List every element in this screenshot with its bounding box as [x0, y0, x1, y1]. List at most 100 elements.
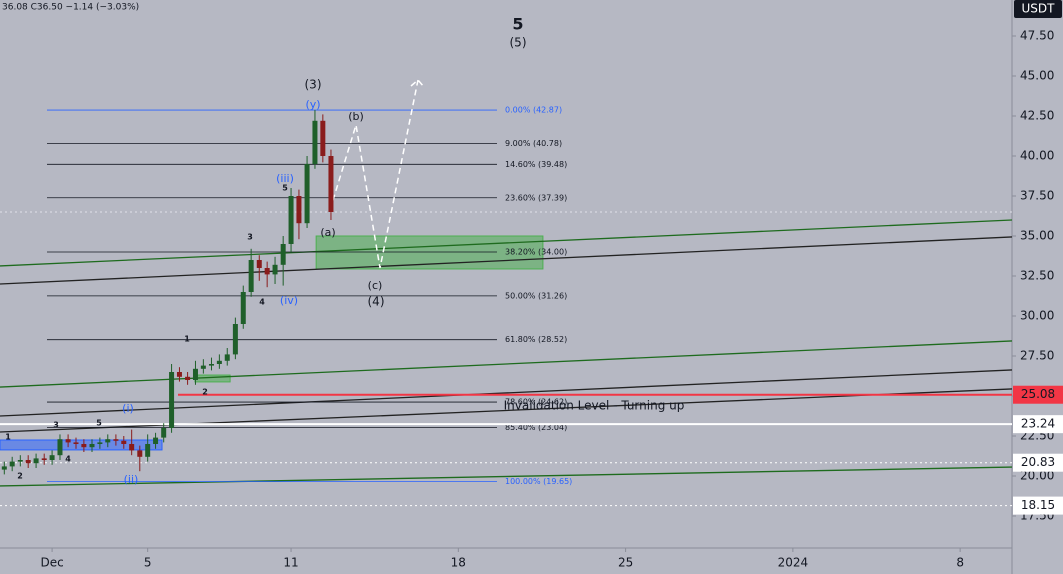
- y-tick-label: 42.50: [1020, 109, 1054, 123]
- candle-body: [1, 466, 7, 470]
- candle-body: [272, 264, 278, 275]
- candle-body: [89, 444, 95, 448]
- candle-body: [232, 324, 238, 355]
- y-tick-label: 32.50: [1020, 269, 1054, 283]
- fib-label: 0.00% (42.87): [505, 106, 562, 115]
- candle-body: [105, 439, 111, 443]
- candle-body: [296, 196, 302, 224]
- price-badge-label: 23.24: [1021, 417, 1055, 431]
- candle-body: [33, 458, 39, 464]
- currency: USDT: [1022, 2, 1056, 16]
- candle-body: [208, 364, 214, 366]
- x-tick-label: 11: [283, 556, 298, 570]
- price-badge-label: 25.08: [1021, 387, 1055, 401]
- zone: [0, 439, 163, 451]
- currency-badge: [1014, 0, 1062, 18]
- wave-label: 1: [5, 433, 11, 442]
- candle-body: [145, 444, 151, 457]
- candle-body: [264, 268, 270, 275]
- candle-body: [320, 120, 326, 156]
- candle-body: [280, 244, 286, 265]
- price-badge: [1013, 496, 1063, 515]
- candle-body: [129, 444, 135, 451]
- fib-label: 61.80% (28.52): [505, 335, 567, 344]
- wave-label: 2: [202, 388, 208, 397]
- wave-label: 3: [53, 421, 59, 430]
- candle-body: [9, 461, 15, 467]
- trend-line: [0, 340, 1013, 388]
- wave-label: (y): [305, 98, 320, 111]
- candle-body: [97, 442, 103, 444]
- x-tick-label: 5: [144, 556, 152, 570]
- price-badge-label: 20.83: [1021, 455, 1055, 469]
- wave-label: (c): [368, 279, 383, 292]
- symbol-info: 36.08 C36.50 −1.14 (−3.03%): [2, 3, 139, 13]
- candle-body: [224, 354, 230, 361]
- y-tick-label: 45.00: [1020, 69, 1054, 83]
- price-badge: [1013, 385, 1063, 404]
- fib-label: 78.60% (24.62): [505, 398, 567, 407]
- fib-label: 50.00% (31.26): [505, 291, 567, 300]
- y-tick-label: 20.00: [1020, 469, 1054, 483]
- wave-label: Invalidation Level - Turning up: [504, 399, 685, 413]
- x-tick-label: 18: [451, 556, 466, 570]
- wave-label: (3): [305, 78, 322, 92]
- x-tick-label: 8: [956, 556, 964, 570]
- x-tick-label: Dec: [40, 556, 63, 570]
- candle-body: [216, 360, 222, 364]
- wave-label: 2: [17, 472, 23, 481]
- price-axis-bg: [1012, 0, 1063, 574]
- candle-body: [312, 120, 318, 164]
- wave-label: 1: [184, 335, 190, 344]
- candle-body: [176, 372, 182, 377]
- x-tick-label: 2024: [778, 556, 809, 570]
- wave-label: (ii): [124, 473, 139, 486]
- candle-body: [256, 260, 262, 268]
- candle-body: [73, 442, 79, 444]
- candle-body: [185, 376, 191, 380]
- price-badge: [1013, 415, 1063, 434]
- x-tick-label: 25: [618, 556, 633, 570]
- fib-label: 85.40% (23.04): [505, 423, 567, 432]
- wave-label: (iii): [276, 172, 294, 185]
- price-badge: [1013, 453, 1063, 472]
- trend-line: [0, 219, 1013, 267]
- wave-label: 4: [259, 298, 265, 307]
- candle-body: [137, 450, 143, 457]
- fib-label: 100.00% (19.65): [505, 477, 572, 486]
- y-tick-label: 37.50: [1020, 189, 1054, 203]
- candle-body: [57, 439, 63, 456]
- wave-label: 5: [282, 184, 288, 193]
- wave-label: (i): [122, 402, 134, 415]
- trend-line: [0, 369, 1013, 417]
- candle-body: [17, 460, 23, 462]
- candle-body: [113, 439, 119, 441]
- y-tick-label: 35.00: [1020, 229, 1054, 243]
- fib-label: 23.60% (37.39): [505, 193, 567, 202]
- candle-body: [248, 260, 254, 292]
- fib-label: 14.60% (39.48): [505, 160, 567, 169]
- price-badge-label: 18.15: [1021, 498, 1055, 512]
- wave-label: 3: [247, 233, 253, 242]
- wave-label: 5: [96, 419, 102, 428]
- y-tick-label: 40.00: [1020, 149, 1054, 163]
- fib-label: 38.20% (34.00): [505, 248, 567, 257]
- wave-label: (b): [348, 110, 364, 123]
- candle-body: [49, 455, 55, 460]
- candle-body: [328, 156, 334, 212]
- candle-body: [169, 372, 175, 428]
- candle-body: [41, 458, 47, 460]
- candle-body: [25, 460, 31, 464]
- wave-label: (5): [510, 36, 527, 50]
- fib-label: 9.00% (40.78): [505, 139, 562, 148]
- wave-label: 4: [65, 455, 71, 464]
- wave-label: 5: [512, 15, 523, 34]
- candle-body: [304, 164, 310, 224]
- wave-label: (iv): [280, 294, 298, 307]
- candle-body: [161, 428, 167, 438]
- candle-body: [153, 437, 159, 444]
- candle-body: [240, 292, 246, 324]
- candle-body: [81, 444, 87, 448]
- trend-line: [0, 466, 1013, 487]
